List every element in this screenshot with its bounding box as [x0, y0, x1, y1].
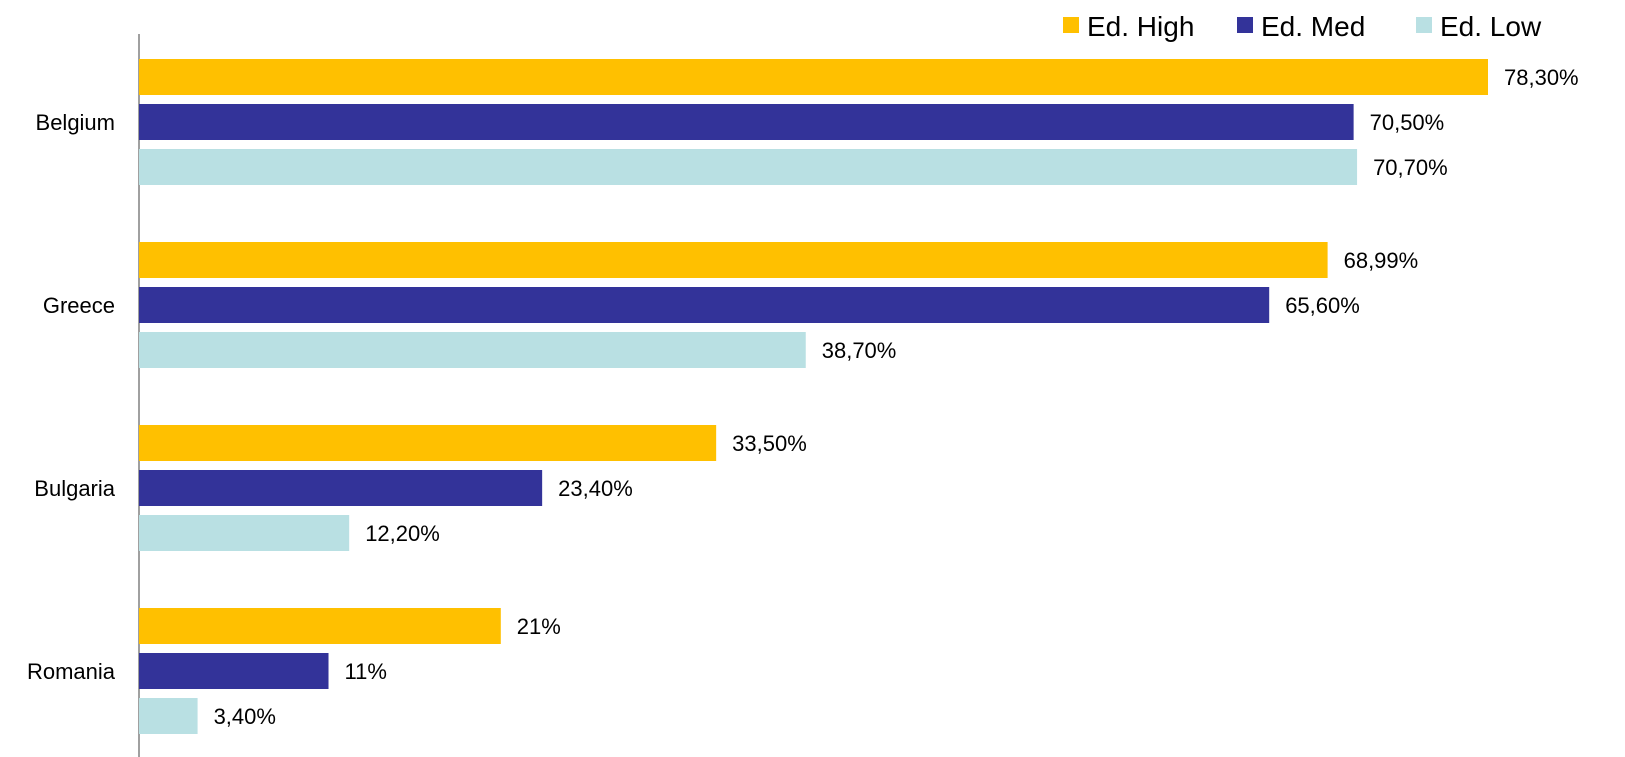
data-label-belgium-ed-low: 70,70% [1373, 155, 1448, 180]
data-label-greece-ed-high: 68,99% [1344, 248, 1419, 273]
legend-label-ed-high: Ed. High [1087, 11, 1194, 42]
bars [139, 59, 1488, 734]
data-label-belgium-ed-med: 70,50% [1370, 110, 1445, 135]
category-label-belgium: Belgium [36, 110, 115, 135]
legend: Ed. High Ed. Med Ed. Low [1063, 11, 1542, 42]
category-labels: Belgium Greece Bulgaria Romania [27, 110, 116, 684]
legend-swatch-ed-high [1063, 17, 1079, 33]
category-label-romania: Romania [27, 659, 116, 684]
data-labels: 78,30% 70,50% 70,70% 68,99% 65,60% 38,70% 33,5… [214, 65, 1579, 729]
bar-bulgaria-ed-low [139, 515, 350, 551]
bar-greece-ed-high [139, 242, 1328, 278]
bar-belgium-ed-low [139, 149, 1358, 185]
data-label-romania-ed-low: 3,40% [214, 704, 276, 729]
data-label-greece-ed-low: 38,70% [822, 338, 897, 363]
data-label-bulgaria-ed-low: 12,20% [365, 521, 440, 546]
bar-greece-ed-med [139, 287, 1270, 323]
bar-bulgaria-ed-high [139, 425, 717, 461]
category-label-bulgaria: Bulgaria [34, 476, 115, 501]
legend-label-ed-low: Ed. Low [1440, 11, 1542, 42]
data-label-romania-ed-high: 21% [517, 614, 561, 639]
data-label-greece-ed-med: 65,60% [1285, 293, 1360, 318]
bar-greece-ed-low [139, 332, 806, 368]
data-label-bulgaria-ed-med: 23,40% [558, 476, 633, 501]
bar-romania-ed-high [139, 608, 501, 644]
data-label-belgium-ed-high: 78,30% [1504, 65, 1579, 90]
category-label-greece: Greece [43, 293, 115, 318]
bar-belgium-ed-high [139, 59, 1488, 95]
bar-romania-ed-med [139, 653, 329, 689]
legend-label-ed-med: Ed. Med [1261, 11, 1365, 42]
legend-swatch-ed-med [1237, 17, 1253, 33]
bar-belgium-ed-med [139, 104, 1354, 140]
bar-romania-ed-low [139, 698, 198, 734]
bar-bulgaria-ed-med [139, 470, 543, 506]
data-label-bulgaria-ed-high: 33,50% [732, 431, 807, 456]
legend-swatch-ed-low [1416, 17, 1432, 33]
data-label-romania-ed-med: 11% [345, 659, 387, 684]
